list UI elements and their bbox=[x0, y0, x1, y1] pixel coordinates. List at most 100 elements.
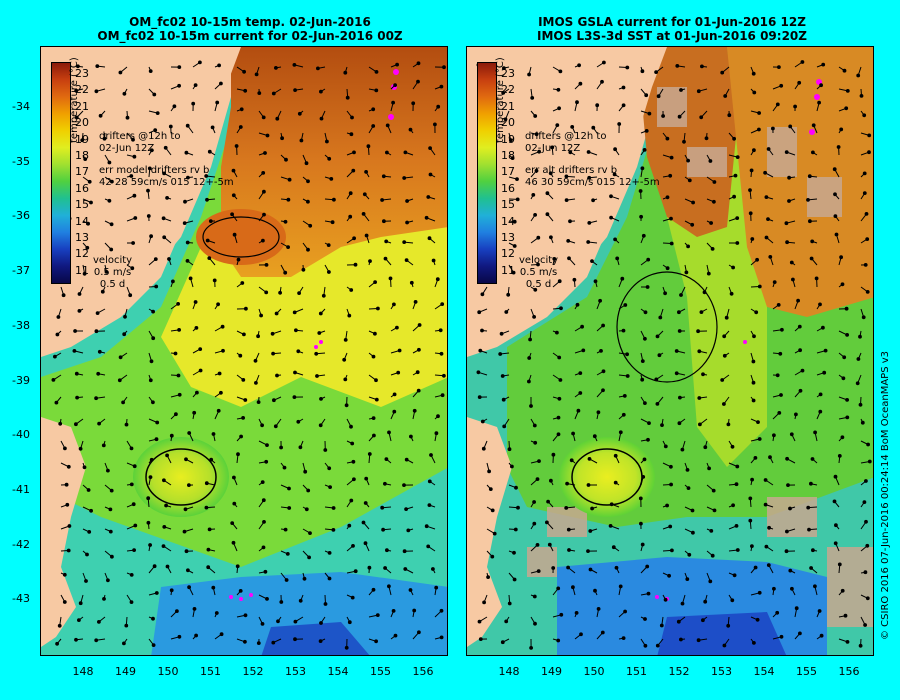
velocity-arrow-head bbox=[557, 396, 562, 401]
velocity-arrow-head bbox=[751, 71, 756, 76]
velocity-arrow-head bbox=[132, 154, 137, 159]
right-title-line1: IMOS GSLA current for 01-Jun-2016 12Z bbox=[538, 15, 806, 29]
velocity-arrow-head bbox=[617, 122, 622, 126]
velocity-arrow-head bbox=[78, 601, 83, 606]
velocity-arrow-head bbox=[578, 81, 583, 86]
velocity-arrow-head bbox=[94, 329, 99, 334]
velocity-arrow-head bbox=[319, 89, 323, 94]
velocity-arrow-head bbox=[800, 368, 805, 373]
velocity-arrow-head bbox=[768, 455, 772, 460]
velocity-arrow-head bbox=[703, 445, 708, 450]
velocity-arrow-head bbox=[363, 541, 368, 546]
velocity-arrow-head bbox=[817, 100, 822, 105]
velocity-arrow-head bbox=[696, 89, 701, 94]
velocity-arrow-head bbox=[440, 393, 445, 398]
left-title-line2: OM_fc02 10-15m current for 02-Jun-2016 0… bbox=[97, 29, 403, 43]
velocity-arrow-head bbox=[772, 586, 776, 591]
velocity-arrow-head bbox=[722, 334, 727, 339]
velocity-arrow-head bbox=[588, 529, 593, 533]
velocity-arrow-head bbox=[153, 128, 158, 133]
velocity-arrow-head bbox=[94, 89, 99, 94]
lon-tick: 151 bbox=[626, 665, 647, 678]
velocity-arrow-head bbox=[643, 401, 647, 406]
velocity-arrow-head bbox=[680, 447, 685, 452]
velocity-arrow-head bbox=[373, 280, 378, 285]
velocity-arrow-head bbox=[735, 548, 740, 552]
velocity-arrow-head bbox=[162, 235, 167, 240]
velocity-arrow-head bbox=[317, 331, 322, 335]
lon-tick: 154 bbox=[327, 665, 349, 678]
velocity-arrow-head bbox=[306, 179, 310, 184]
velocity-arrow-head bbox=[668, 173, 673, 178]
colorbar-tick: 16 bbox=[75, 181, 89, 195]
lat-tick: -34 bbox=[12, 100, 30, 113]
velocity-arrow-head bbox=[74, 115, 79, 120]
velocity-arrow-head bbox=[527, 379, 531, 384]
velocity-arrow-head bbox=[284, 157, 288, 162]
velocity-arrow-head bbox=[118, 355, 123, 360]
velocity-arrow-head bbox=[601, 369, 606, 374]
velocity-arrow-head bbox=[347, 313, 352, 318]
velocity-arrow-head bbox=[349, 132, 354, 137]
velocity-arrow-head bbox=[164, 503, 168, 508]
right-colorbar bbox=[477, 62, 497, 284]
velocity-arrow-head bbox=[206, 547, 211, 552]
velocity-arrow-head bbox=[867, 459, 872, 464]
velocity-arrow-head bbox=[480, 328, 484, 333]
velocity-arrow-head bbox=[613, 147, 618, 152]
velocity-arrow-head bbox=[566, 527, 571, 532]
velocity-arrow-head bbox=[154, 284, 159, 289]
velocity-arrow-head bbox=[556, 586, 561, 591]
velocity-arrow-head bbox=[545, 520, 549, 525]
velocity-arrow-head bbox=[343, 377, 348, 382]
velocity-arrow-head bbox=[763, 170, 768, 175]
velocity-arrow-head bbox=[94, 396, 98, 401]
lon-tick: 148 bbox=[498, 665, 520, 678]
velocity-arrow-head bbox=[590, 259, 594, 264]
velocity-arrow-head bbox=[527, 356, 532, 360]
lat-tick: -36 bbox=[12, 209, 30, 223]
velocity-arrow-head bbox=[593, 279, 598, 284]
velocity-arrow-head bbox=[130, 266, 135, 271]
velocity-arrow-head bbox=[301, 267, 306, 272]
velocity-arrow-head bbox=[862, 113, 867, 118]
velocity-arrow-head bbox=[622, 394, 627, 398]
velocity-arrow-head bbox=[306, 247, 310, 252]
velocity-arrow-head bbox=[384, 457, 389, 462]
velocity-arrow-head bbox=[600, 79, 604, 84]
velocity-arrow-head bbox=[383, 481, 387, 486]
velocity-arrow-head bbox=[296, 419, 301, 424]
velocity-arrow-head bbox=[238, 589, 243, 593]
velocity-arrow-head bbox=[238, 125, 243, 129]
left-drifter-note: drifters @12h to 02-Jun 12Z bbox=[99, 131, 180, 155]
velocity-arrow-head bbox=[766, 147, 771, 151]
velocity-arrow-head bbox=[343, 338, 348, 342]
colorbar-tick: 18 bbox=[501, 149, 515, 162]
velocity-arrow-head bbox=[794, 412, 798, 417]
velocity-arrow-head bbox=[625, 374, 630, 378]
velocity-arrow-head bbox=[777, 65, 781, 70]
velocity-arrow-head bbox=[724, 315, 729, 320]
velocity-arrow-head bbox=[85, 552, 89, 557]
velocity-arrow-head bbox=[66, 464, 71, 469]
velocity-arrow-head bbox=[482, 600, 487, 605]
velocity-arrow-head bbox=[101, 443, 106, 448]
velocity-arrow-head bbox=[256, 334, 261, 339]
velocity-arrow-head bbox=[490, 508, 495, 513]
velocity-arrow-head bbox=[87, 179, 92, 184]
velocity-arrow-head bbox=[533, 621, 537, 626]
velocity-arrow-head bbox=[162, 171, 166, 176]
velocity-arrow-head bbox=[416, 61, 421, 66]
velocity-arrow-head bbox=[864, 212, 869, 216]
velocity-arrow-head bbox=[757, 111, 762, 115]
velocity-arrow-head bbox=[574, 611, 579, 615]
velocity-arrow-head bbox=[766, 563, 771, 567]
velocity-arrow-head bbox=[205, 238, 210, 243]
velocity-arrow-head bbox=[814, 276, 819, 281]
velocity-arrow-head bbox=[601, 388, 605, 393]
velocity-arrow-head bbox=[730, 598, 735, 603]
colorbar-tick: 12 bbox=[501, 247, 515, 261]
velocity-arrow-head bbox=[750, 544, 754, 549]
velocity-arrow-head bbox=[557, 355, 562, 360]
velocity-arrow-head bbox=[162, 525, 167, 529]
